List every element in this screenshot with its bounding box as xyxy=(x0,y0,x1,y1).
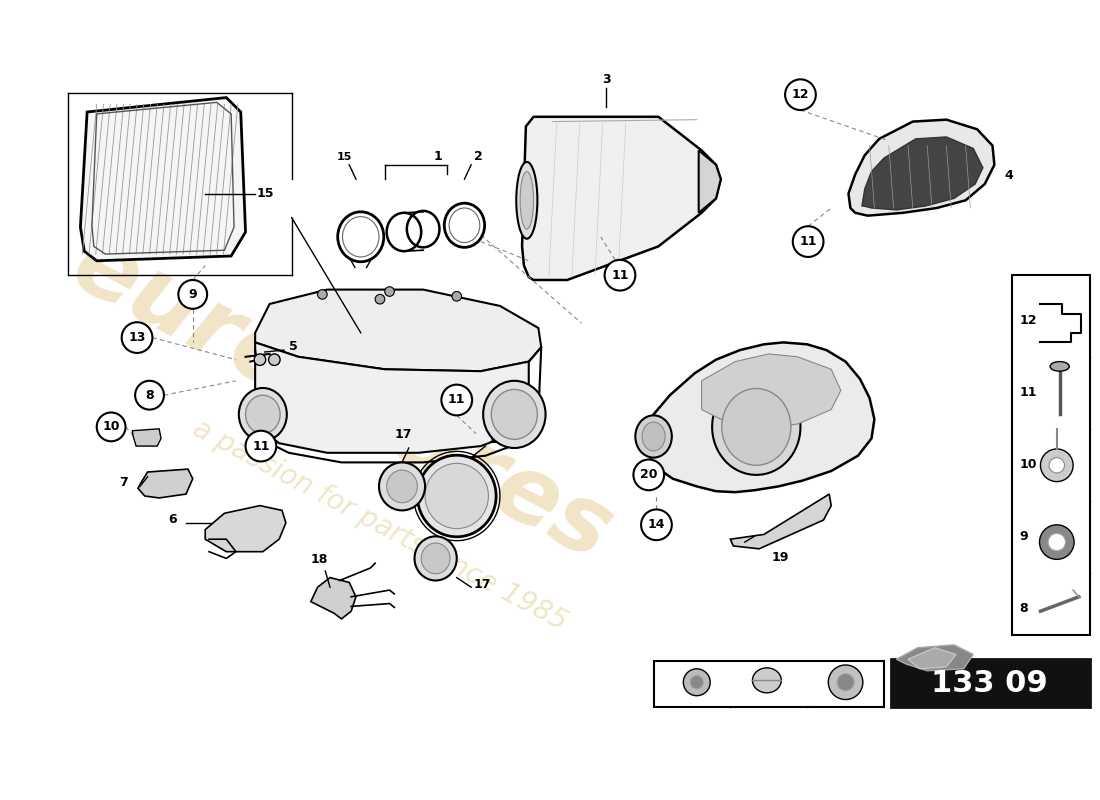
Text: 10: 10 xyxy=(102,420,120,434)
Text: 4: 4 xyxy=(1004,169,1013,182)
Text: 8: 8 xyxy=(145,389,154,402)
Polygon shape xyxy=(255,290,541,371)
Ellipse shape xyxy=(712,379,801,475)
Circle shape xyxy=(634,459,664,490)
Text: 8: 8 xyxy=(1020,602,1028,615)
Text: 14: 14 xyxy=(735,659,752,672)
Bar xyxy=(653,661,884,707)
Ellipse shape xyxy=(239,388,287,441)
Polygon shape xyxy=(311,578,356,619)
Ellipse shape xyxy=(492,390,538,439)
Ellipse shape xyxy=(387,470,417,502)
Bar xyxy=(891,659,1090,707)
Polygon shape xyxy=(702,354,840,429)
Ellipse shape xyxy=(516,162,538,238)
Circle shape xyxy=(245,430,276,462)
Polygon shape xyxy=(138,469,192,498)
Circle shape xyxy=(837,674,855,691)
Text: 17: 17 xyxy=(474,578,492,591)
Ellipse shape xyxy=(245,395,280,434)
Circle shape xyxy=(178,280,207,309)
Ellipse shape xyxy=(425,463,488,529)
Ellipse shape xyxy=(421,543,450,574)
Ellipse shape xyxy=(417,455,496,537)
Circle shape xyxy=(441,385,472,415)
Ellipse shape xyxy=(642,422,666,451)
Text: 10: 10 xyxy=(1020,458,1037,471)
Ellipse shape xyxy=(752,668,781,693)
Ellipse shape xyxy=(483,381,546,448)
Circle shape xyxy=(1040,525,1074,559)
Text: 9: 9 xyxy=(1020,530,1028,543)
Text: 20: 20 xyxy=(659,659,675,672)
Text: 12: 12 xyxy=(1020,314,1037,327)
Bar xyxy=(1012,275,1090,635)
Text: 11: 11 xyxy=(1020,386,1037,399)
Text: 9: 9 xyxy=(188,288,197,301)
Text: 6: 6 xyxy=(168,513,177,526)
Text: 11: 11 xyxy=(800,235,817,248)
Circle shape xyxy=(1048,534,1066,550)
Text: 12: 12 xyxy=(792,88,810,101)
Circle shape xyxy=(268,354,280,366)
Circle shape xyxy=(452,291,462,301)
Ellipse shape xyxy=(1050,362,1069,371)
Text: a passion for parts since 1985: a passion for parts since 1985 xyxy=(188,414,572,636)
Polygon shape xyxy=(522,117,720,280)
Text: 16: 16 xyxy=(487,434,505,446)
Ellipse shape xyxy=(683,669,711,696)
Text: 18: 18 xyxy=(311,554,328,566)
Text: 2: 2 xyxy=(474,150,483,163)
Ellipse shape xyxy=(722,389,791,466)
Circle shape xyxy=(122,322,153,353)
Circle shape xyxy=(828,665,862,699)
Polygon shape xyxy=(206,506,286,552)
Text: 3: 3 xyxy=(603,73,612,86)
Circle shape xyxy=(641,510,672,540)
Text: 11: 11 xyxy=(252,439,270,453)
Circle shape xyxy=(785,79,816,110)
Polygon shape xyxy=(647,342,874,492)
Text: 15: 15 xyxy=(337,152,352,162)
Text: 17: 17 xyxy=(395,429,411,442)
Ellipse shape xyxy=(379,462,425,510)
Ellipse shape xyxy=(415,536,456,581)
Ellipse shape xyxy=(690,675,704,689)
Polygon shape xyxy=(698,150,720,213)
Circle shape xyxy=(135,381,164,410)
Text: 14: 14 xyxy=(648,518,666,531)
Text: 11: 11 xyxy=(612,269,629,282)
Text: 7: 7 xyxy=(119,477,128,490)
Circle shape xyxy=(254,354,266,366)
Polygon shape xyxy=(848,120,994,216)
Circle shape xyxy=(1041,449,1074,482)
Polygon shape xyxy=(730,494,832,549)
Text: 1: 1 xyxy=(433,150,442,163)
Circle shape xyxy=(97,413,125,442)
Text: eurospares: eurospares xyxy=(56,219,627,581)
Text: 5: 5 xyxy=(288,340,297,353)
Circle shape xyxy=(793,226,824,257)
Text: 15: 15 xyxy=(257,187,275,200)
Polygon shape xyxy=(862,137,983,210)
Text: 19: 19 xyxy=(772,551,789,564)
Polygon shape xyxy=(255,342,529,453)
Text: 20: 20 xyxy=(640,468,658,482)
Text: 11: 11 xyxy=(448,394,465,406)
Circle shape xyxy=(1049,458,1065,473)
Ellipse shape xyxy=(520,171,534,229)
Text: 133 09: 133 09 xyxy=(932,669,1048,698)
Polygon shape xyxy=(132,429,161,446)
Circle shape xyxy=(605,260,636,290)
Ellipse shape xyxy=(636,415,672,458)
Text: 13: 13 xyxy=(129,331,145,344)
Circle shape xyxy=(375,294,385,304)
Circle shape xyxy=(318,290,327,299)
Polygon shape xyxy=(896,645,974,670)
Polygon shape xyxy=(908,648,956,669)
Text: 13: 13 xyxy=(812,659,829,672)
Polygon shape xyxy=(80,98,245,261)
Circle shape xyxy=(385,286,395,296)
